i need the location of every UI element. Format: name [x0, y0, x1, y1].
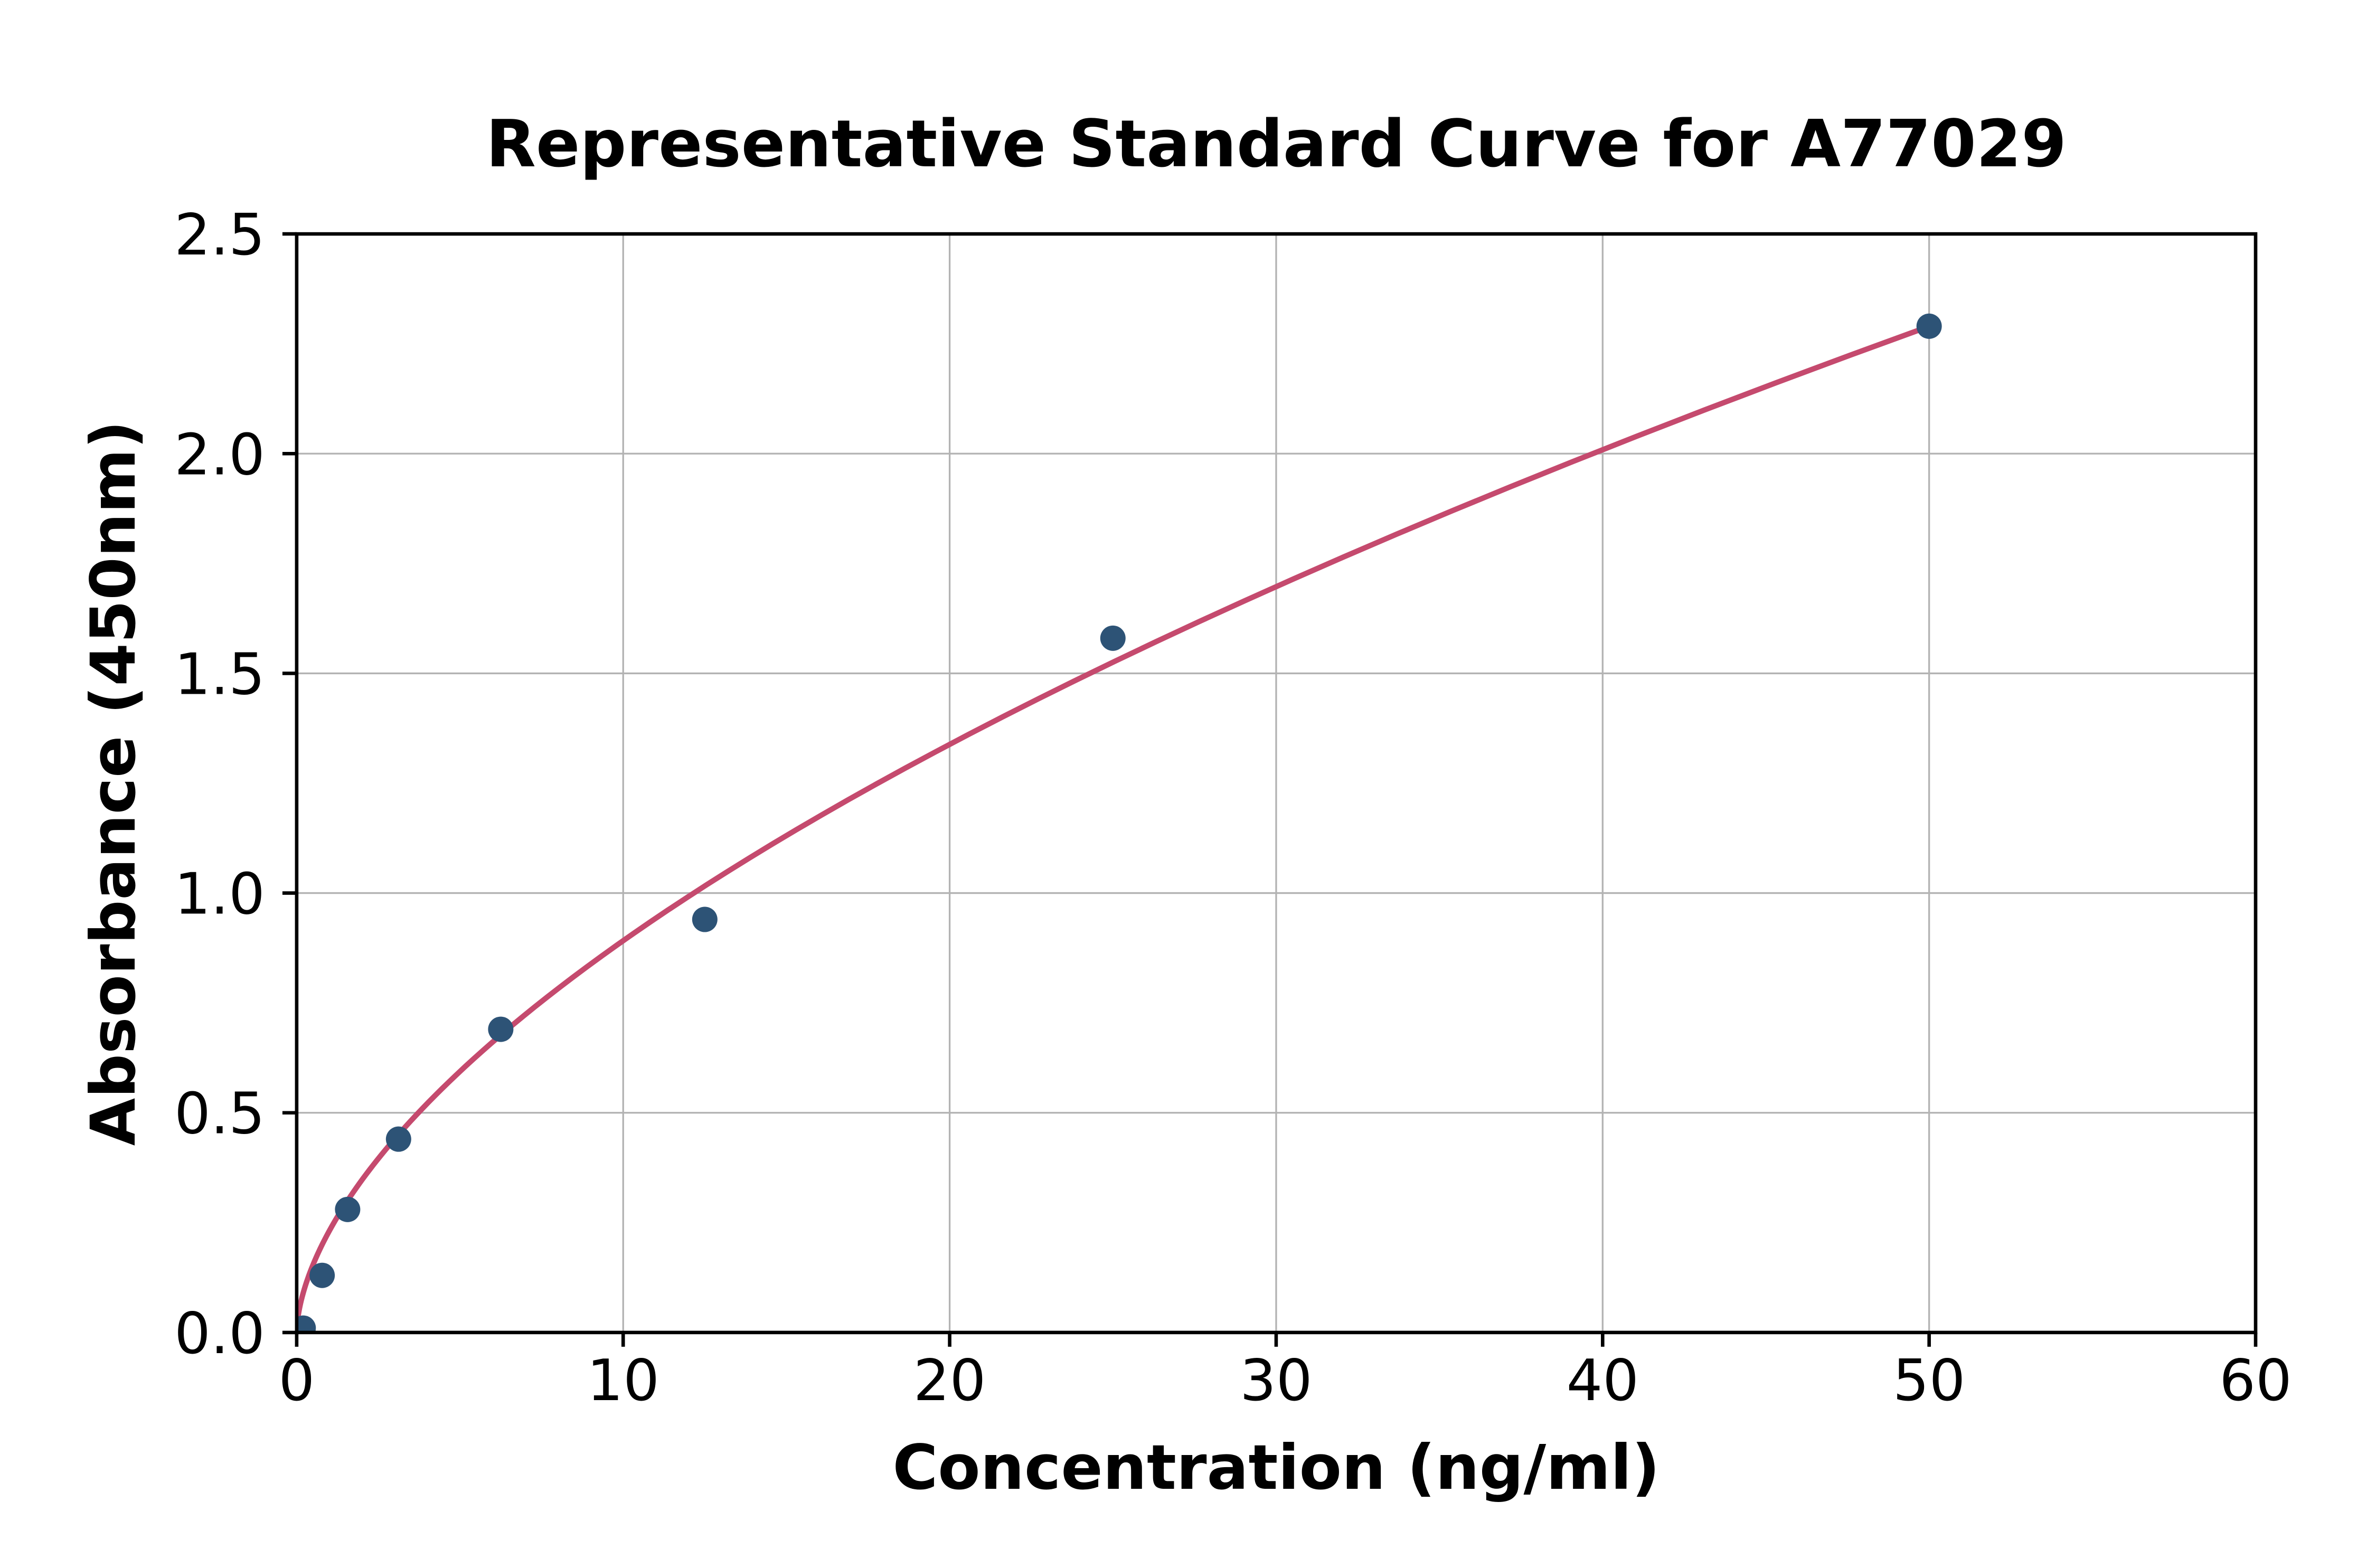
x-tick-label: 50: [1893, 1348, 1965, 1414]
y-tick-label: 1.5: [174, 641, 265, 707]
x-tick-label: 0: [279, 1348, 315, 1414]
data-point-marker: [309, 1262, 335, 1288]
x-tick-label: 30: [1240, 1348, 1312, 1414]
y-tick-label: 0.0: [174, 1301, 265, 1367]
ticks-layer: [282, 232, 2258, 1347]
data-point-marker: [488, 1016, 514, 1042]
x-tick-label: 10: [587, 1348, 659, 1414]
y-tick-label: 2.0: [174, 422, 265, 488]
chart-title: Representative Standard Curve for A77029: [486, 107, 2067, 182]
y-tick-label: 1.0: [174, 862, 265, 928]
fit-curve: [296, 324, 1932, 1318]
data-point-marker: [1916, 313, 1942, 339]
data-point-marker: [692, 906, 718, 932]
gridlines-layer: [296, 233, 2257, 1334]
x-tick-label: 40: [1567, 1348, 1639, 1414]
y-tick-label: 2.5: [174, 202, 265, 268]
y-axis-label: Absorbance (450nm): [77, 421, 149, 1146]
data-point-marker: [296, 1315, 316, 1333]
x-tick-label: 20: [913, 1348, 986, 1414]
data-point-marker: [335, 1196, 361, 1222]
x-axis-label: Concentration (ng/ml): [892, 1431, 1660, 1504]
data-layer: [296, 313, 1942, 1333]
data-point-marker: [1100, 625, 1126, 651]
data-point-marker: [385, 1126, 411, 1152]
x-tick-label: 60: [2219, 1348, 2292, 1414]
tick-labels-layer: 0 10 20 30 40 50 60 0.0 0.5 1.0 1.5 2.0 2.5: [174, 202, 2292, 1414]
y-tick-label: 0.5: [174, 1081, 265, 1147]
